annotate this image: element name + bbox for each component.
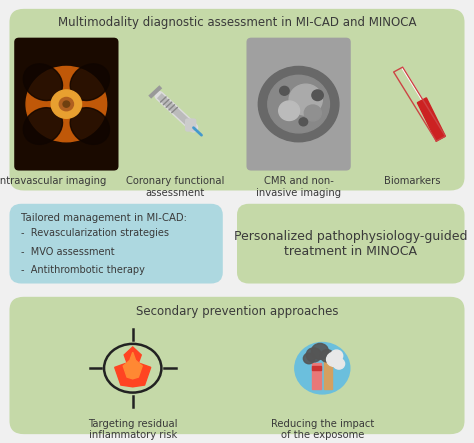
Polygon shape (324, 359, 332, 389)
Circle shape (289, 84, 322, 115)
FancyBboxPatch shape (237, 204, 465, 284)
Circle shape (330, 350, 343, 361)
Text: Reducing the impact
of the exposome: Reducing the impact of the exposome (271, 419, 374, 440)
Circle shape (327, 352, 342, 366)
Circle shape (295, 342, 350, 394)
Text: -  MVO assessment: - MVO assessment (21, 247, 115, 257)
Text: Coronary functional
assessment: Coronary functional assessment (126, 176, 225, 198)
Circle shape (51, 90, 82, 118)
Text: Multimodality diagnostic assessment in MI-CAD and MINOCA: Multimodality diagnostic assessment in M… (58, 16, 416, 28)
Polygon shape (417, 98, 446, 141)
Ellipse shape (70, 108, 109, 144)
Text: -  Revascularization strategies: - Revascularization strategies (21, 228, 169, 238)
FancyBboxPatch shape (246, 38, 351, 171)
Text: Tailored management in MI-CAD:: Tailored management in MI-CAD: (21, 213, 187, 223)
Ellipse shape (70, 64, 109, 101)
FancyBboxPatch shape (9, 297, 465, 434)
Circle shape (299, 118, 308, 126)
Polygon shape (403, 67, 446, 136)
FancyBboxPatch shape (9, 204, 223, 284)
Ellipse shape (23, 64, 63, 101)
Text: Biomarkers: Biomarkers (384, 176, 441, 187)
Text: Personalized pathophysiology-guided
treatment in MINOCA: Personalized pathophysiology-guided trea… (234, 229, 467, 258)
Circle shape (63, 101, 70, 107)
Text: Secondary prevention approaches: Secondary prevention approaches (136, 305, 338, 318)
Circle shape (280, 86, 289, 95)
Polygon shape (402, 68, 445, 136)
Polygon shape (115, 347, 151, 387)
FancyBboxPatch shape (14, 38, 118, 171)
FancyBboxPatch shape (185, 118, 196, 132)
Text: -  Antithrombotic therapy: - Antithrombotic therapy (21, 265, 145, 276)
Circle shape (279, 101, 300, 120)
Circle shape (312, 90, 323, 101)
Circle shape (26, 66, 107, 142)
Polygon shape (123, 352, 142, 379)
Circle shape (311, 343, 328, 359)
Circle shape (59, 97, 73, 111)
Circle shape (258, 66, 339, 142)
Ellipse shape (23, 108, 63, 144)
Circle shape (320, 350, 334, 362)
Text: Targeting residual
inflammatory risk: Targeting residual inflammatory risk (88, 419, 177, 440)
FancyBboxPatch shape (9, 9, 465, 190)
Text: Intravascular imaging: Intravascular imaging (0, 176, 107, 187)
Text: CMR and non-
invasive imaging: CMR and non- invasive imaging (256, 176, 341, 198)
Circle shape (304, 105, 321, 121)
Circle shape (306, 348, 321, 362)
Circle shape (333, 358, 345, 369)
Polygon shape (312, 366, 321, 370)
Circle shape (268, 75, 329, 133)
Circle shape (303, 353, 315, 364)
Polygon shape (312, 363, 321, 389)
